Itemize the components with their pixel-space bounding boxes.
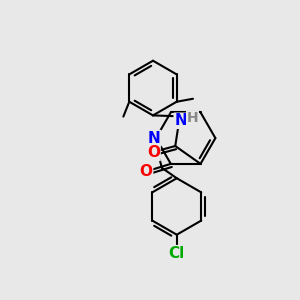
Text: N: N bbox=[148, 130, 161, 146]
Text: Cl: Cl bbox=[169, 246, 185, 261]
Text: H: H bbox=[187, 111, 198, 125]
Text: O: O bbox=[140, 164, 153, 179]
Text: O: O bbox=[147, 146, 160, 160]
Text: N: N bbox=[174, 113, 187, 128]
